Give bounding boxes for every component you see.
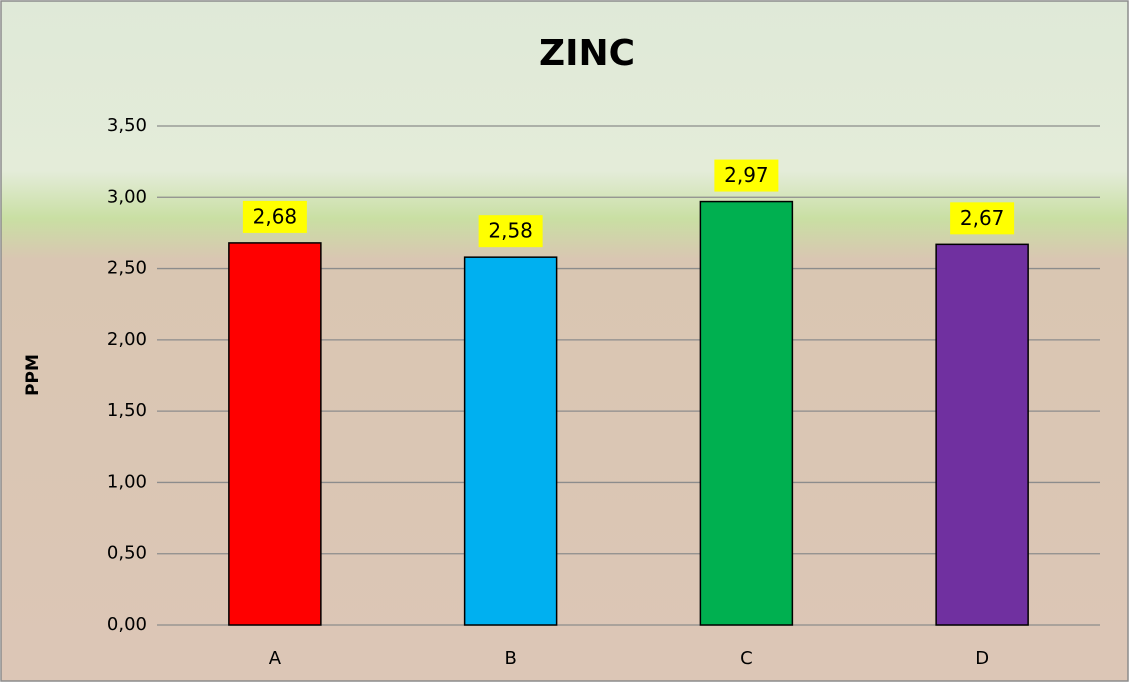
- y-tick-label: 1,50: [107, 400, 147, 421]
- y-tick-label: 0,00: [107, 614, 147, 635]
- bar: [465, 257, 557, 625]
- value-label: 2,97: [724, 163, 769, 187]
- y-tick-label: 0,50: [107, 543, 147, 564]
- page: ZINC PPM 0,00 0,50 1,00 1,50 2,00 2,50 3,00 3,5…: [0, 0, 1129, 686]
- x-tick-label: A: [269, 648, 282, 669]
- x-tick-label: B: [504, 648, 516, 669]
- chart-title: ZINC: [539, 33, 635, 74]
- bar: [700, 202, 792, 625]
- bar: [936, 244, 1028, 625]
- y-tick-label: 2,00: [107, 329, 147, 350]
- y-tick-label: 1,00: [107, 471, 147, 492]
- y-tick-label: 2,50: [107, 258, 147, 279]
- value-label: 2,58: [488, 219, 533, 243]
- x-tick-label: C: [740, 648, 753, 669]
- bar: [229, 243, 321, 625]
- y-tick-label: 3,00: [107, 186, 147, 207]
- value-label: 2,68: [253, 204, 298, 228]
- chart: ZINC PPM 0,00 0,50 1,00 1,50 2,00 2,50 3,00 3,5…: [0, 0, 1129, 682]
- value-label: 2,67: [960, 206, 1005, 230]
- y-tick-label: 3,50: [107, 115, 147, 136]
- x-tick-label: D: [975, 648, 989, 669]
- y-axis-label: PPM: [23, 354, 43, 396]
